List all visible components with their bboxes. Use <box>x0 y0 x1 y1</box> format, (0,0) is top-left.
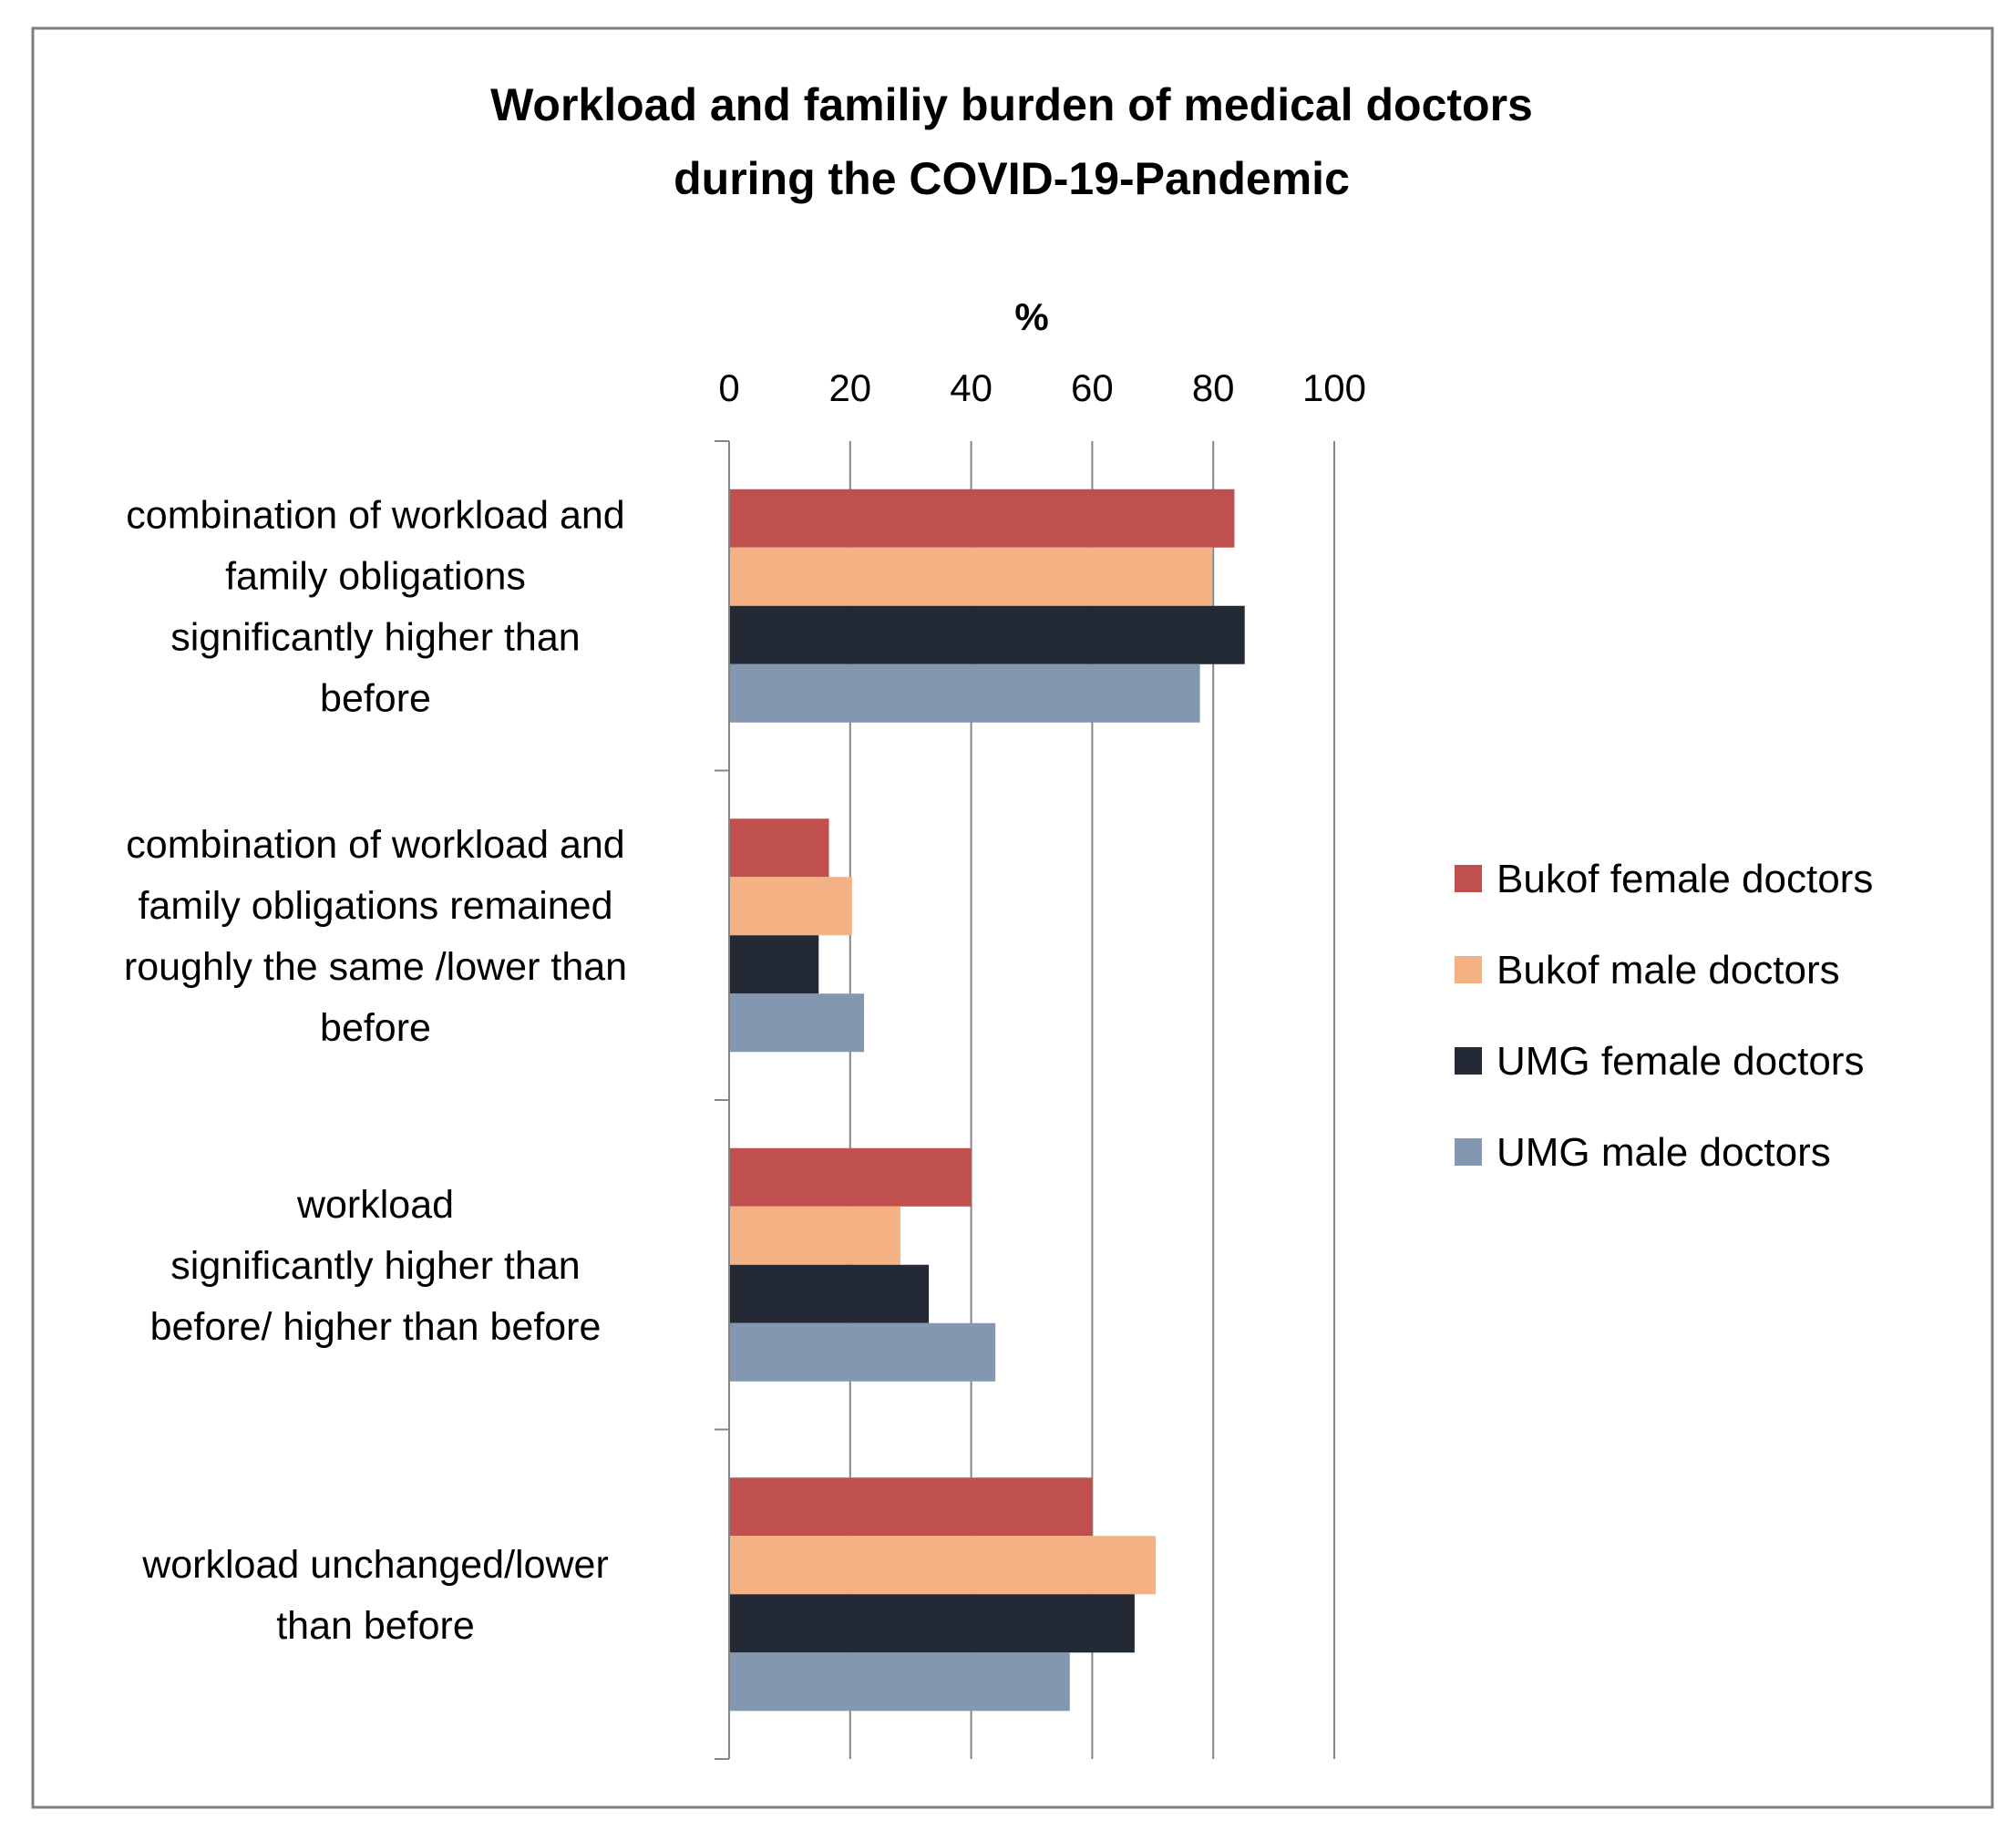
x-tick-labels: 0 20 40 60 80 100 <box>718 366 1366 409</box>
legend-swatch-3 <box>1455 1047 1482 1075</box>
bars <box>729 489 1245 1712</box>
x-tick-label-0: 0 <box>718 366 739 409</box>
category-label-2-line-4: before <box>320 1006 431 1050</box>
legend-label-2: Bukof male doctors <box>1497 948 1840 992</box>
legend: Bukof female doctors Bukof male doctors UM… <box>1455 857 1873 1175</box>
bar-cat4-umg-male-doctors <box>729 1652 1070 1712</box>
bar-cat1-bukof-male-doctors <box>729 547 1212 606</box>
x-tick-label-20: 20 <box>828 366 871 409</box>
chart-title-line-1: Workload and familiy burden of medical d… <box>490 79 1533 130</box>
category-label-1-line-1: combination of workload and <box>126 493 624 537</box>
category-label-4-line-2: than before <box>276 1604 475 1648</box>
bar-cat1-umg-male-doctors <box>729 663 1200 723</box>
bar-cat3-bukof-female-doctors <box>729 1147 972 1207</box>
chart-title-line-2: during the COVID-19-Pandemic <box>674 153 1350 204</box>
bar-cat2-bukof-female-doctors <box>729 818 829 878</box>
bar-cat1-umg-female-doctors <box>729 605 1245 664</box>
legend-label-4: UMG male doctors <box>1497 1130 1831 1175</box>
category-label-4-line-1: workload unchanged/lower <box>141 1543 609 1587</box>
category-label-3-line-1: workload <box>296 1183 454 1227</box>
category-label-2-line-3: roughly the same /lower than <box>124 945 627 989</box>
category-label-1-line-2: family obligations <box>225 554 526 598</box>
bar-cat3-bukof-male-doctors <box>729 1206 900 1265</box>
bar-cat4-bukof-female-doctors <box>729 1477 1093 1537</box>
category-label-2-line-1: combination of workload and <box>126 823 624 867</box>
bar-cat2-umg-male-doctors <box>729 993 865 1053</box>
bar-cat2-umg-female-doctors <box>729 935 819 994</box>
category-label-2-line-2: family obligations remained <box>138 884 612 928</box>
legend-label-1: Bukof female doctors <box>1497 857 1873 901</box>
legend-swatch-4 <box>1455 1138 1482 1166</box>
bar-cat4-umg-female-doctors <box>729 1594 1135 1653</box>
x-tick-label-80: 80 <box>1192 366 1235 409</box>
bar-cat3-umg-female-doctors <box>729 1264 930 1323</box>
legend-swatch-1 <box>1455 865 1482 892</box>
legend-label-3: UMG female doctors <box>1497 1039 1864 1084</box>
category-label-1-line-4: before <box>320 676 431 720</box>
x-tick-label-100: 100 <box>1302 366 1366 409</box>
x-tick-label-60: 60 <box>1071 366 1114 409</box>
legend-swatch-2 <box>1455 956 1482 983</box>
category-label-1-line-3: significantly higher than <box>170 615 580 659</box>
bar-cat1-bukof-female-doctors <box>729 489 1235 548</box>
bar-cat4-bukof-male-doctors <box>729 1536 1157 1595</box>
bar-cat3-umg-male-doctors <box>729 1322 996 1382</box>
x-axis-title: % <box>1014 295 1048 338</box>
category-label-3-line-2: significantly higher than <box>170 1244 580 1288</box>
x-tick-label-40: 40 <box>950 366 993 409</box>
y-axis <box>715 440 730 1760</box>
category-label-3-line-3: before/ higher than before <box>150 1305 602 1349</box>
bar-cat2-bukof-male-doctors <box>729 877 852 936</box>
category-labels: combination of workload and family obliga… <box>124 493 627 1648</box>
